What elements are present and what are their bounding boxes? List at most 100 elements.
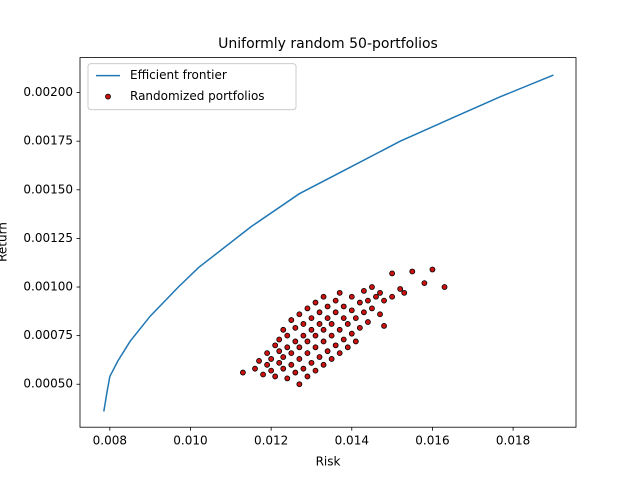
x-tick-label: 0.010 xyxy=(173,434,207,448)
portfolio-point xyxy=(340,336,347,343)
portfolio-point xyxy=(308,326,315,333)
x-tick-label: 0.016 xyxy=(415,434,449,448)
portfolio-point xyxy=(320,338,327,345)
portfolio-point xyxy=(276,348,283,355)
portfolio-point xyxy=(256,358,262,364)
portfolio-point xyxy=(344,321,351,327)
portfolio-point xyxy=(397,286,404,292)
portfolio-point xyxy=(288,317,295,323)
portfolio-point xyxy=(421,280,428,287)
portfolio-point xyxy=(316,309,323,316)
portfolio-point xyxy=(312,299,319,306)
portfolio-point xyxy=(320,293,327,300)
portfolio-point xyxy=(389,270,396,277)
y-tick-label: 0.00125 xyxy=(23,231,73,245)
portfolio-point xyxy=(284,344,291,351)
portfolio-point xyxy=(296,344,303,351)
portfolio-point xyxy=(441,284,448,290)
portfolio-point xyxy=(280,326,287,333)
portfolio-point xyxy=(324,348,331,355)
portfolio-point xyxy=(409,268,416,275)
portfolio-point xyxy=(336,289,343,296)
portfolio-point xyxy=(340,315,347,322)
portfolio-point xyxy=(320,326,327,333)
portfolio-point xyxy=(360,288,367,294)
portfolio-point xyxy=(377,311,383,318)
x-tick-label: 0.014 xyxy=(335,434,369,448)
plot-frame xyxy=(79,57,577,428)
portfolio-point xyxy=(280,365,287,372)
portfolio-point xyxy=(365,319,371,325)
portfolio-point xyxy=(344,344,351,351)
portfolio-point xyxy=(356,299,363,306)
portfolio-point xyxy=(268,356,275,362)
portfolio-point xyxy=(336,350,343,357)
portfolio-point xyxy=(316,354,323,360)
portfolio-point xyxy=(296,311,303,318)
portfolio-point xyxy=(332,309,339,316)
legend-box xyxy=(87,63,297,111)
legend-label: Efficient frontier xyxy=(130,68,227,82)
portfolio-point xyxy=(272,342,279,349)
portfolio-point xyxy=(348,330,355,337)
portfolio-point xyxy=(332,342,339,349)
y-axis-label: Return xyxy=(0,222,10,262)
portfolio-point xyxy=(369,305,375,312)
portfolio-point xyxy=(268,367,275,374)
portfolio-point xyxy=(360,309,367,316)
portfolio-point xyxy=(304,373,311,380)
y-tick-label: 0.00100 xyxy=(23,280,73,294)
portfolio-point xyxy=(381,297,387,304)
y-tick-label: 0.00050 xyxy=(23,377,73,391)
y-tick-label: 0.00175 xyxy=(23,134,73,148)
legend-marker xyxy=(105,93,111,100)
portfolio-point xyxy=(252,365,258,372)
portfolio-point xyxy=(352,315,359,322)
portfolio-point xyxy=(300,332,307,339)
portfolio-point xyxy=(264,350,271,357)
y-tick-label: 0.00150 xyxy=(23,182,73,196)
portfolio-point xyxy=(296,356,303,362)
portfolio-point xyxy=(389,293,396,300)
portfolio-point xyxy=(312,332,319,339)
portfolio-point xyxy=(296,381,303,388)
portfolio-point xyxy=(324,303,331,310)
portfolio-point xyxy=(328,332,335,339)
chart-title: Uniformly random 50-portfolios xyxy=(218,36,438,52)
portfolio-point xyxy=(304,350,311,357)
portfolio-point xyxy=(320,361,327,368)
portfolio-point xyxy=(288,350,295,357)
portfolio-point xyxy=(284,332,291,339)
portfolio-point xyxy=(304,305,311,312)
portfolio-point xyxy=(340,303,347,310)
portfolio-point xyxy=(377,289,383,296)
y-tick-label: 0.00200 xyxy=(23,85,73,99)
portfolio-point xyxy=(264,361,271,368)
portfolio-point xyxy=(300,365,307,372)
portfolio-point xyxy=(308,359,315,366)
portfolio-point xyxy=(292,369,299,376)
portfolio-point xyxy=(292,324,299,331)
portfolio-point xyxy=(288,361,295,368)
x-tick-label: 0.018 xyxy=(496,434,530,448)
portfolio-point xyxy=(272,373,279,380)
portfolio-point xyxy=(276,359,283,366)
portfolio-point xyxy=(373,293,379,300)
portfolio-point xyxy=(356,324,363,331)
portfolio-point xyxy=(260,371,266,378)
portfolio-point xyxy=(429,266,436,273)
portfolio-point xyxy=(336,326,343,333)
portfolio-point xyxy=(332,297,339,304)
portfolio-point xyxy=(284,375,291,382)
portfolio-point xyxy=(316,321,323,327)
portfolio-point xyxy=(401,289,408,296)
portfolio-point xyxy=(300,321,307,327)
portfolio-point xyxy=(369,284,375,290)
legend-label: Randomized portfolios xyxy=(130,89,265,103)
portfolio-point xyxy=(276,336,283,343)
x-tick-label: 0.012 xyxy=(254,434,288,448)
portfolio-point xyxy=(308,315,315,322)
frontier-line xyxy=(103,74,554,412)
portfolio-point xyxy=(348,293,355,300)
